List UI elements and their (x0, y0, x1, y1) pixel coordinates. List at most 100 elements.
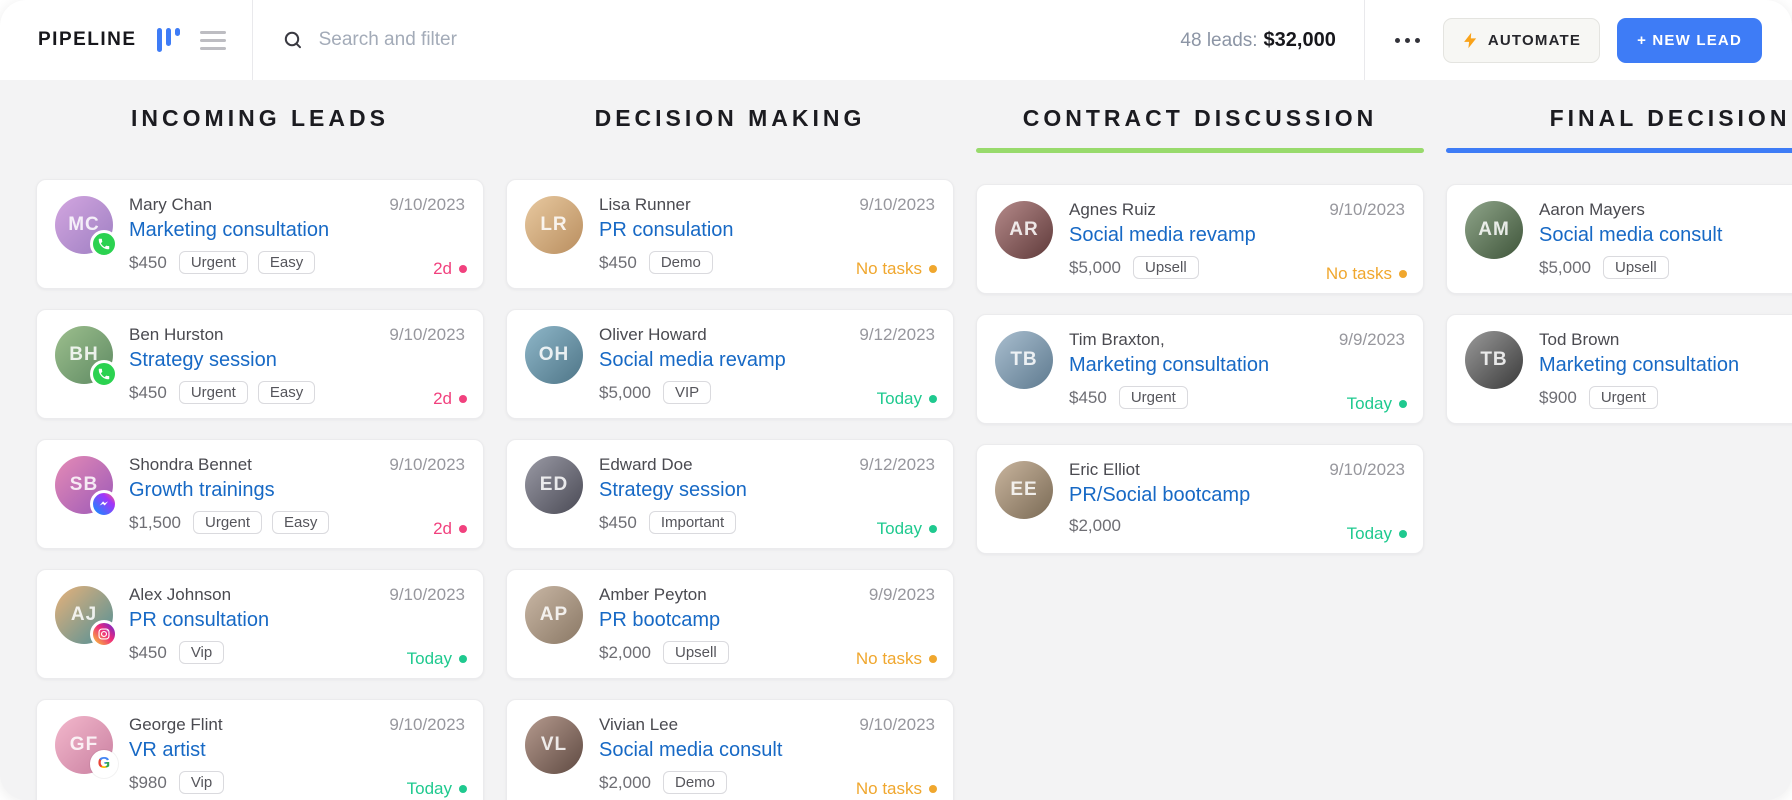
status-dot (1399, 530, 1407, 538)
lead-status: No tasks (856, 779, 937, 799)
lead-status-text: 2d (433, 389, 452, 408)
lead-title[interactable]: PR bootcamp (599, 609, 721, 631)
status-dot (929, 265, 937, 273)
lead-date: 9/10/2023 (1329, 200, 1405, 219)
lead-name: Eric Elliot (1069, 460, 1140, 479)
avatar-initials: ED (539, 474, 569, 495)
lead-title[interactable]: Marketing consultation (1069, 354, 1270, 376)
lead-title[interactable]: Strategy session (129, 349, 277, 371)
lead-title[interactable]: Marketing consultation (129, 219, 330, 241)
status-dot (929, 655, 937, 663)
lead-tags: Upsell (663, 641, 729, 664)
lead-card-body: Eric Elliot 9/10/2023 PR/Social bootcamp… (1069, 460, 1405, 541)
lead-status-text: No tasks (1325, 264, 1392, 283)
lead-card[interactable]: BH Ben Hurston 9/10/2023 Strategy sessio… (36, 309, 484, 419)
lead-title[interactable]: Social media revamp (1069, 224, 1256, 246)
lead-status: Today (407, 779, 467, 799)
leads-count-label: 48 leads: (1180, 29, 1258, 51)
automate-button[interactable]: AUTOMATE (1442, 17, 1601, 63)
lead-name: George Flint (129, 715, 223, 734)
lead-price: $900 (1539, 387, 1577, 407)
status-dot (1399, 270, 1407, 278)
status-dot (459, 395, 467, 403)
lead-card[interactable]: GF G George Flint 9/10/2023 VR artist $9… (36, 699, 484, 800)
lead-card[interactable]: TB Tim Braxton, 9/9/2023 Marketing consu… (976, 314, 1424, 424)
lead-title[interactable]: Social media consult (1539, 224, 1723, 246)
topbar-divider (251, 0, 253, 80)
avatar-initials: AM (1478, 219, 1510, 240)
lead-name: Lisa Runner (599, 195, 691, 214)
lead-card[interactable]: AJ Alex Johnson 9/10/2023 PR consultatio… (36, 569, 484, 679)
status-dot (459, 525, 467, 533)
search-input[interactable] (316, 28, 1181, 52)
lead-price: $5,000 (599, 382, 651, 402)
whatsapp-icon (90, 230, 118, 258)
column-title: CONTRACT DISCUSSION (1022, 105, 1378, 131)
lead-date: 9/10/2023 (859, 715, 935, 734)
lead-title[interactable]: Growth trainings (129, 479, 275, 501)
lead-status: Today (1347, 524, 1407, 544)
lead-title[interactable]: PR consultation (129, 609, 270, 631)
lead-date: 9/10/2023 (1329, 460, 1405, 479)
avatar: AM (1465, 201, 1523, 259)
lead-tag: Vip (178, 771, 225, 794)
lead-title[interactable]: PR consulation (599, 219, 734, 241)
lead-status: Today (407, 649, 467, 669)
new-lead-button[interactable]: + NEW LEAD (1617, 17, 1762, 63)
lead-card[interactable]: EE Eric Elliot 9/10/2023 PR/Social bootc… (976, 444, 1424, 554)
lead-card[interactable]: LR Lisa Runner 9/10/2023 PR consulation … (506, 179, 954, 289)
lead-status: 2d (433, 389, 467, 409)
avatar: OH (525, 326, 583, 384)
lead-name: Ben Hurston (129, 325, 224, 344)
lead-price: $450 (129, 382, 167, 402)
lead-card[interactable]: SB Shondra Bennet 9/10/2023 Growth train… (36, 439, 484, 549)
whatsapp-icon (90, 360, 118, 388)
lead-card[interactable]: AR Agnes Ruiz 9/10/2023 Social media rev… (976, 184, 1424, 294)
menu-icon[interactable] (199, 30, 226, 50)
lead-title[interactable]: Social media revamp (599, 349, 786, 371)
lead-status-text: Today (406, 779, 452, 798)
lead-name: Vivian Lee (599, 715, 679, 734)
lead-card[interactable]: MC Mary Chan 9/10/2023 Marketing consult… (36, 179, 484, 289)
lead-card[interactable]: VL Vivian Lee 9/10/2023 Social media con… (506, 699, 954, 800)
lead-card[interactable]: AP Amber Peyton 9/9/2023 PR bootcamp $2,… (506, 569, 954, 679)
pipeline-column: INCOMING LEADS MC Mary Chan 9/10/2023 Ma… (36, 103, 484, 800)
topbar: PIPELINE 48 leads:$32,000 AUT (0, 0, 1792, 80)
avatar-initials: VL (540, 734, 568, 755)
instagram-icon (90, 620, 118, 648)
avatar: MC (55, 196, 118, 258)
column-title: DECISION MAKING (594, 105, 866, 131)
lead-card[interactable]: ED Edward Doe 9/12/2023 Strategy session… (506, 439, 954, 549)
lead-tag: Urgent (1118, 386, 1188, 409)
lead-title[interactable]: VR artist (129, 739, 206, 761)
lead-card[interactable]: TB Tod Brown Marketing consultation $900… (1446, 314, 1792, 424)
status-dot (459, 265, 467, 273)
status-dot (459, 785, 467, 793)
kanban-view-icon[interactable] (156, 27, 180, 53)
lead-tag: Vip (178, 641, 225, 664)
google-icon: G (90, 750, 118, 778)
search-bar[interactable] (253, 28, 1181, 52)
column-color-bar (1446, 148, 1792, 153)
lead-price: $5,000 (1539, 257, 1591, 277)
lead-price: $450 (129, 642, 167, 662)
lead-title[interactable]: Strategy session (599, 479, 747, 501)
lead-price: $450 (599, 512, 637, 532)
lead-tag: Demo (663, 771, 728, 794)
lead-date: 9/12/2023 (859, 325, 935, 344)
lead-title[interactable]: Social media consult (599, 739, 783, 761)
lead-card[interactable]: OH Oliver Howard 9/12/2023 Social media … (506, 309, 954, 419)
lead-title[interactable]: Marketing consultation (1539, 354, 1740, 376)
lead-card-body: Shondra Bennet 9/10/2023 Growth training… (129, 455, 465, 536)
lead-card[interactable]: AM Aaron Mayers Social media consult $5,… (1446, 184, 1792, 294)
lead-tag: Upsell (1603, 256, 1669, 279)
status-dot (1399, 400, 1407, 408)
lead-title[interactable]: PR/Social bootcamp (1069, 484, 1251, 506)
column-cards: MC Mary Chan 9/10/2023 Marketing consult… (36, 179, 484, 800)
lead-tags: Important (648, 511, 737, 534)
avatar-initials: EE (1010, 479, 1038, 500)
lead-card-body: Ben Hurston 9/10/2023 Strategy session $… (129, 325, 465, 406)
lead-card-body: Oliver Howard 9/12/2023 Social media rev… (599, 325, 935, 406)
search-icon (284, 31, 301, 48)
more-options-icon[interactable] (1389, 28, 1426, 53)
